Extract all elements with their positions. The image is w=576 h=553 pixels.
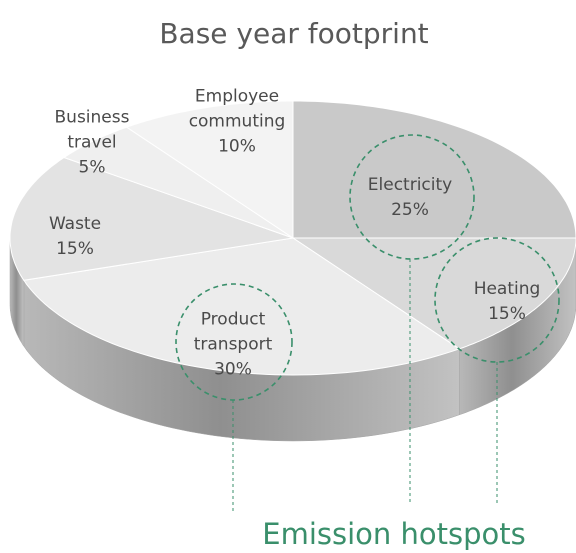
category-label: Heating xyxy=(473,279,541,299)
value-label: 25% xyxy=(391,200,429,220)
chart-title: Base year footprint xyxy=(159,17,428,50)
hotspot-circle xyxy=(349,134,475,260)
hotspot-circle xyxy=(434,237,560,363)
slice xyxy=(125,100,294,239)
value-label: 30% xyxy=(214,359,252,380)
slice-label: Business travel 5% xyxy=(47,106,137,181)
category-label: Electricity xyxy=(367,175,453,195)
slice xyxy=(291,237,576,350)
value-label: 5% xyxy=(78,157,106,178)
slice-label: Heating 15% xyxy=(447,277,567,327)
pie xyxy=(9,100,576,442)
slice xyxy=(292,100,576,239)
value-label: 10% xyxy=(218,136,256,157)
slice xyxy=(23,237,461,376)
category-label: Employee commuting xyxy=(188,86,286,132)
slice-label: Product transport 30% xyxy=(173,308,293,383)
slice-label: Electricity 25% xyxy=(350,173,470,223)
slice xyxy=(9,156,294,281)
category-label: Product transport xyxy=(193,309,273,355)
value-label: 15% xyxy=(488,304,526,324)
annotation: Emission hotspots xyxy=(262,517,525,551)
hotspot-marks xyxy=(175,134,560,512)
hotspot-circle xyxy=(175,283,293,401)
slice xyxy=(62,126,294,239)
category-label: Business travel xyxy=(54,107,130,153)
value-label: 15% xyxy=(56,239,94,259)
slice-label: Employee commuting 10% xyxy=(177,85,297,160)
slice-label: Waste 15% xyxy=(15,212,135,262)
category-label: Waste xyxy=(48,214,102,234)
